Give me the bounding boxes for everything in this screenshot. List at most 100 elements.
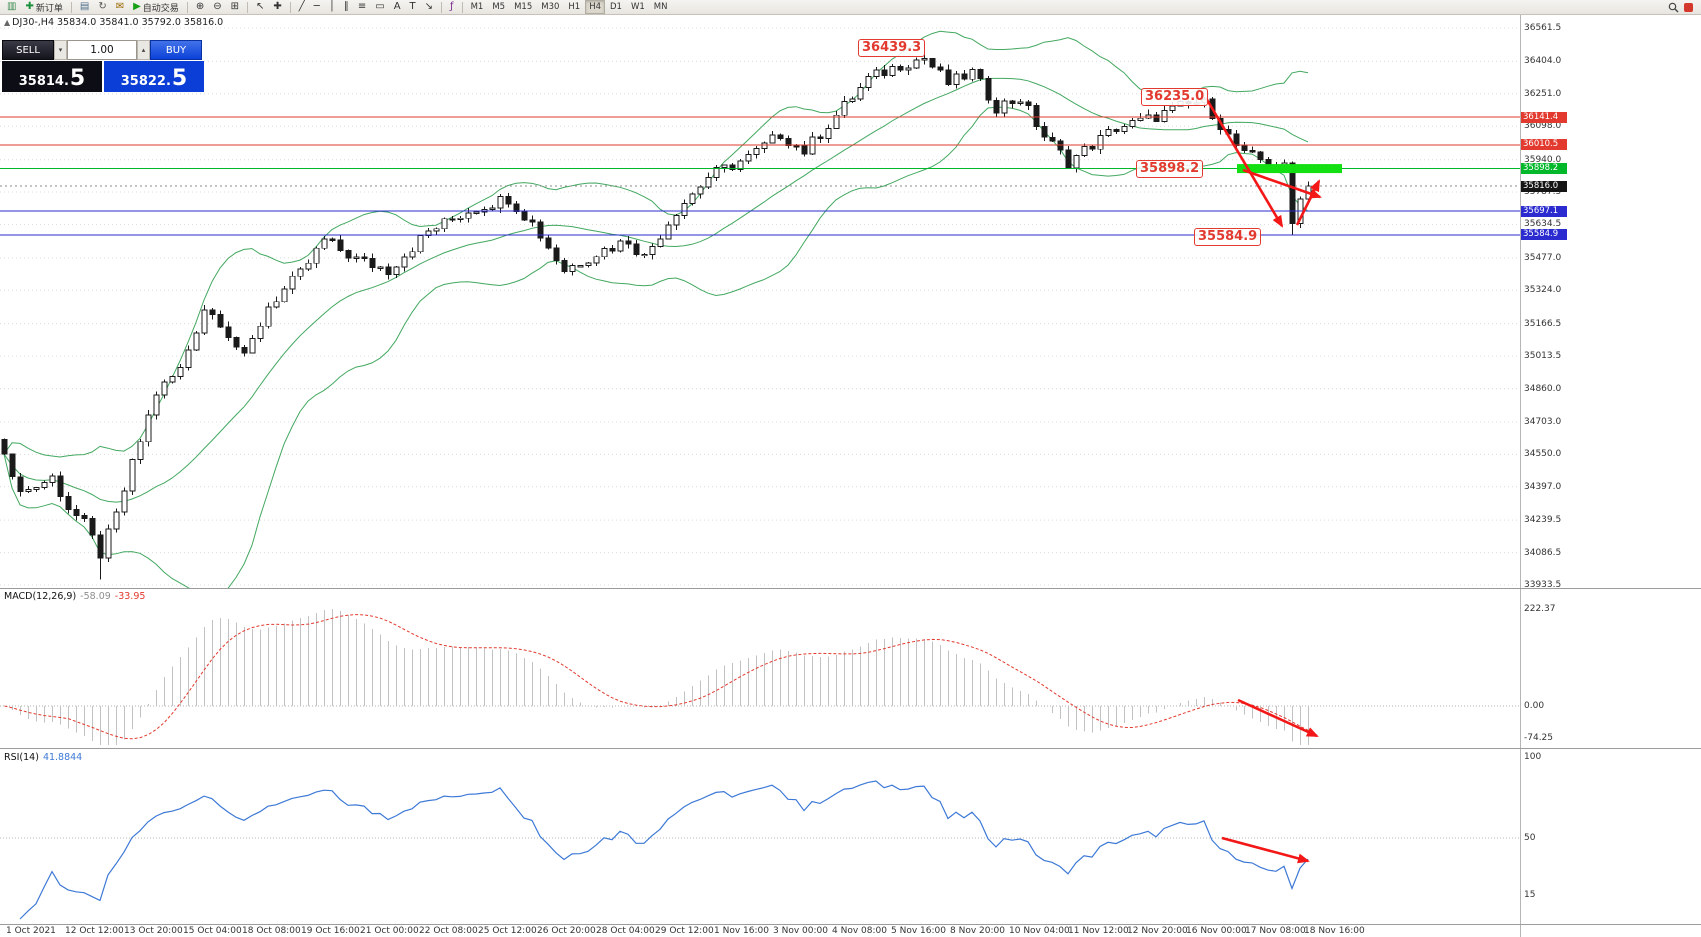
time-axis-label: 21 Oct 00:00 [360, 926, 419, 936]
time-axis-label: 22 Oct 08:00 [419, 926, 478, 936]
time-axis-label: 5 Nov 16:00 [891, 926, 946, 936]
rsi-line [19, 780, 1309, 920]
buy-price-display[interactable]: 35822. 5 [104, 61, 204, 92]
timeframe-h4-label: H4 [589, 2, 602, 12]
price-annotation[interactable]: 36439.3 [858, 39, 926, 57]
panel-divider[interactable] [0, 588, 1701, 589]
macd-signal-line [4, 614, 1309, 740]
refresh-icon-glyph: ↻ [98, 1, 107, 12]
rsi-axis-label: 15 [1524, 890, 1536, 900]
auto-trading-button-label: 自动交易 [142, 3, 179, 14]
charts-window-icon-glyph: ▤ [79, 1, 90, 12]
trend-arrows[interactable] [1204, 97, 1322, 228]
arrow-object-icon[interactable]: ↘ [421, 0, 437, 15]
price-axis-label: 36098.0 [1524, 121, 1562, 131]
time-axis-label: 17 Nov 08:00 [1245, 926, 1306, 936]
auto-trading-glyph: ▶ [133, 1, 141, 12]
grid [0, 27, 1520, 586]
time-axis-label: 8 Nov 20:00 [950, 926, 1005, 936]
auto-trading-button[interactable]: ▶ 自动交易 [129, 0, 183, 15]
charts-window-icon[interactable]: ▤ [76, 0, 93, 15]
panel-divider[interactable] [0, 924, 1701, 925]
new-order-button[interactable]: ✚ 新订单 [21, 0, 66, 15]
equidistant-channel-icon-glyph: ∥ [343, 1, 349, 12]
crosshair-icon[interactable]: ✚ [269, 0, 285, 15]
price-annotation[interactable]: 36235.0 [1141, 88, 1209, 106]
time-axis-label: 25 Oct 12:00 [478, 926, 537, 936]
price-axis-label: 36404.0 [1524, 56, 1562, 66]
new-chart-glyph: ▥ [7, 1, 17, 12]
price-axis-label: 34239.5 [1524, 515, 1562, 525]
price-annotation[interactable]: 35898.2 [1136, 160, 1204, 178]
macd-indicator-panel[interactable] [0, 589, 1520, 748]
symbol-marker-icon: ▲ [4, 18, 11, 27]
buy-button[interactable]: BUY [150, 40, 202, 60]
fibonacci-icon-glyph: ≡ [357, 1, 367, 12]
rsi-indicator-panel[interactable] [0, 749, 1520, 924]
trend-arrows[interactable] [1237, 698, 1319, 738]
indicators-icon[interactable]: ƒ [446, 0, 458, 15]
volume-increase-button[interactable]: ▴ [137, 40, 150, 60]
timeframe-m30[interactable]: M30 [537, 0, 563, 14]
macd-axis-label: 0.00 [1524, 701, 1545, 711]
sell-button[interactable]: SELL [2, 40, 54, 60]
tile-windows-icon[interactable]: ⊞ [227, 0, 243, 15]
panel-divider[interactable] [0, 748, 1701, 749]
fibonacci-icon[interactable]: ≡ [354, 0, 370, 15]
equidistant-channel-icon[interactable]: ∥ [340, 0, 353, 15]
zoom-out-icon[interactable]: ⊖ [209, 0, 225, 15]
timeframe-d1[interactable]: D1 [606, 0, 626, 14]
trendline-icon[interactable]: ╱ [295, 0, 309, 15]
timeframe-m15[interactable]: M15 [510, 0, 536, 14]
text-icon[interactable]: A [390, 0, 405, 15]
text-label-icon-glyph: T [409, 1, 416, 12]
shapes-icon[interactable]: ▭ [371, 0, 388, 15]
mail-icon[interactable]: ✉ [112, 0, 128, 15]
time-axis-label: 10 Nov 04:00 [1009, 926, 1070, 936]
timeframe-h4[interactable]: H4 [585, 0, 606, 14]
timeframe-mn[interactable]: MN [650, 0, 672, 14]
timeframe-m1[interactable]: M1 [467, 0, 488, 14]
top-toolbar: ▥ ✚ 新订单 ▤ ↻ ✉ ▶ 自动交易 ⊕ ⊖ ⊞ ↖ ✚ ╱ ─ │ ∥ ≡ ▭ A T ↘ ƒ M1 M5 M15 M30 H1… [0, 0, 1701, 15]
price-axis-label: 34550.0 [1524, 449, 1562, 459]
price-axis-label: 35787.5 [1524, 187, 1562, 197]
time-axis-label: 15 Oct 04:00 [183, 926, 242, 936]
macd-label: MACD(12,26,9) [4, 591, 77, 602]
macd-histogram [12, 609, 1309, 745]
toolbar-separator [70, 1, 72, 13]
macd-axis-label: 222.37 [1524, 604, 1556, 614]
timeframe-h1-label: H1 [568, 2, 581, 12]
search-icon[interactable] [1668, 2, 1679, 13]
cursor-icon[interactable]: ↖ [252, 0, 268, 15]
volume-input[interactable] [67, 40, 137, 60]
candlestick-chart[interactable] [0, 15, 1520, 588]
zoom-in-icon-glyph: ⊕ [195, 1, 205, 12]
supply-zone[interactable] [1237, 164, 1342, 174]
zoom-in-icon[interactable]: ⊕ [192, 0, 208, 15]
refresh-icon[interactable]: ↻ [94, 0, 110, 15]
rsi-title: RSI(14) 41.8844 [4, 752, 86, 763]
price-tag: 35898.2 [1521, 163, 1567, 174]
new-chart-button[interactable]: ▥ [3, 0, 20, 15]
vertical-line-icon[interactable]: │ [325, 0, 339, 15]
time-axis-label: 11 Nov 12:00 [1068, 926, 1129, 936]
timeframe-m5[interactable]: M5 [488, 0, 509, 14]
price-axis[interactable] [1520, 15, 1701, 937]
price-axis-label: 34703.0 [1524, 417, 1562, 427]
timeframe-w1[interactable]: W1 [627, 0, 649, 14]
sell-price-display[interactable]: 35814. 5 [2, 61, 102, 92]
arrow-object-icon-glyph: ↘ [424, 1, 434, 12]
time-axis-label: 1 Oct 2021 [6, 926, 56, 936]
horizontal-line-icon[interactable]: ─ [310, 0, 324, 15]
price-annotation[interactable]: 35584.9 [1194, 228, 1262, 246]
status-red-icon[interactable] [1684, 2, 1693, 12]
price-axis-label: 35634.5 [1524, 219, 1562, 229]
toolbar-separator [289, 1, 291, 13]
timeframe-mn-label: MN [653, 2, 668, 12]
timeframe-h1[interactable]: H1 [564, 0, 584, 14]
text-label-icon[interactable]: T [406, 0, 420, 15]
volume-decrease-button[interactable]: ▾ [54, 40, 67, 60]
price-axis-label: 33933.5 [1524, 580, 1562, 590]
trend-arrows[interactable] [1221, 836, 1310, 864]
price-tag: 35584.9 [1521, 229, 1567, 240]
